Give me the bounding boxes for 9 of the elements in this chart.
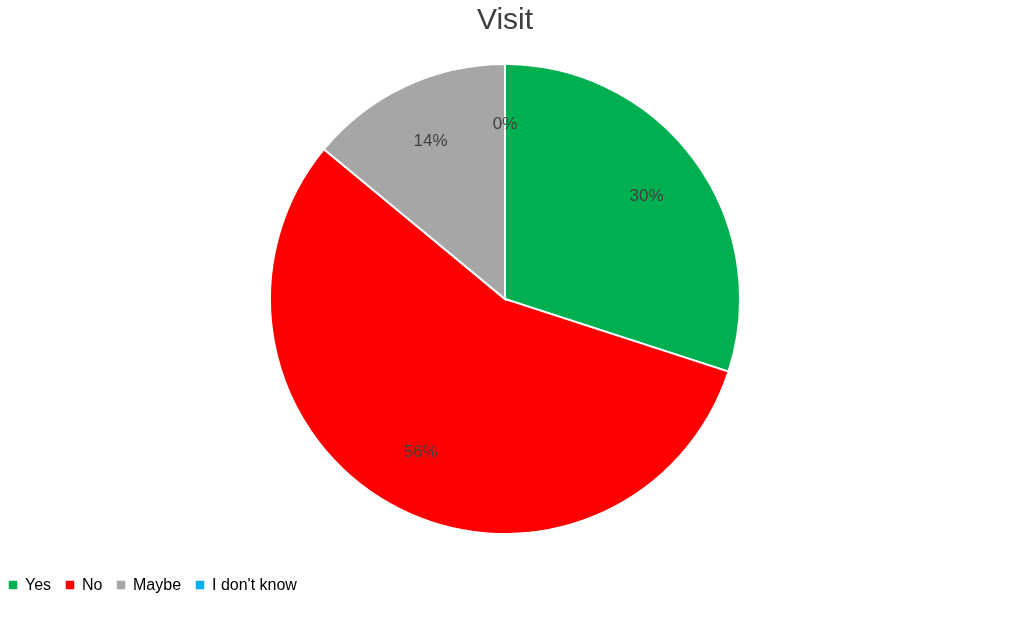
data-label: 30% <box>629 186 664 206</box>
legend-label: I don't know <box>212 576 298 593</box>
legend-label: No <box>82 576 103 593</box>
chart-title: Visit <box>476 2 534 35</box>
legend-label: Maybe <box>133 576 182 593</box>
data-label: 14% <box>413 130 448 150</box>
legend-label: Yes <box>25 576 52 593</box>
data-label: 56% <box>403 442 438 462</box>
text: 0% <box>492 114 518 133</box>
